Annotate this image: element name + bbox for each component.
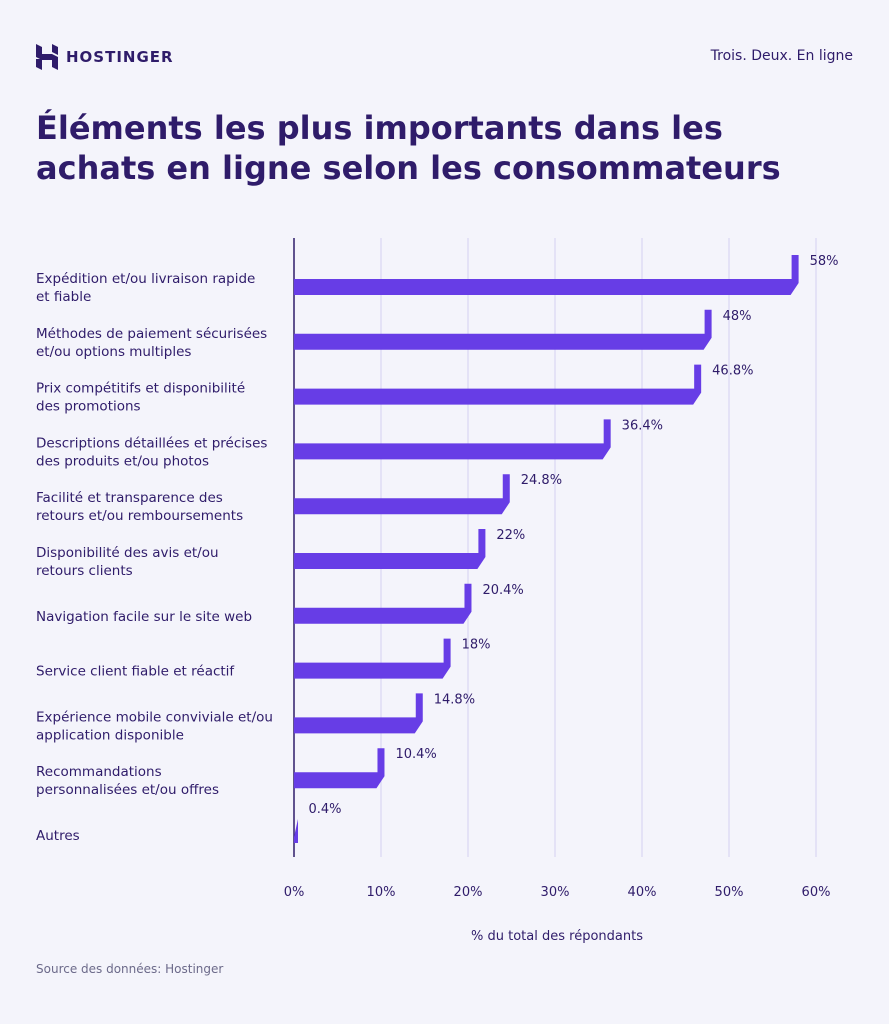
- category-label: Méthodes de paiement sécurisées: [36, 326, 267, 342]
- chart-title: Éléments les plus importants dans les ac…: [36, 109, 781, 187]
- header: HOSTINGER Trois. Deux. En ligne: [36, 44, 853, 74]
- x-axis-label: % du total des répondants: [471, 929, 643, 944]
- x-tick-label: 30%: [541, 885, 570, 900]
- brand-logo: HOSTINGER: [36, 44, 174, 70]
- x-tick-label: 20%: [454, 885, 483, 900]
- category-label: Expérience mobile conviviale et/ou: [36, 709, 273, 725]
- category-label: application disponible: [36, 727, 184, 743]
- category-label: Service client fiable et réactif: [36, 664, 235, 680]
- category-label: Prix compétitifs et disponibilité: [36, 381, 245, 397]
- bar: [294, 748, 385, 789]
- value-label: 18%: [462, 638, 491, 653]
- category-label: Recommandations: [36, 764, 162, 780]
- bar: [294, 529, 486, 569]
- category-label: Facilité et transparence des: [36, 490, 223, 506]
- category-label: Autres: [36, 828, 80, 844]
- bar: [294, 583, 472, 624]
- category-label: et/ou options multiples: [36, 344, 191, 360]
- category-label: retours et/ou remboursements: [36, 508, 243, 524]
- value-label: 0.4%: [308, 802, 341, 817]
- bar: [294, 419, 611, 460]
- bar: [294, 474, 510, 515]
- category-label: Disponibilité des avis et/ou: [36, 545, 219, 561]
- value-label: 46.8%: [712, 364, 753, 379]
- brand-name: HOSTINGER: [66, 48, 174, 66]
- category-label: personnalisées et/ou offres: [36, 782, 219, 798]
- x-tick-label: 10%: [367, 885, 396, 900]
- category-label: et fiable: [36, 289, 91, 305]
- value-label: 14.8%: [434, 692, 475, 707]
- category-label: Navigation facile sur le site web: [36, 609, 252, 625]
- category-label: Expédition et/ou livraison rapide: [36, 271, 255, 287]
- value-label: 48%: [723, 309, 752, 324]
- x-tick-label: 40%: [628, 885, 657, 900]
- bar: [294, 819, 298, 843]
- source-note: Source des données: Hostinger: [36, 962, 224, 976]
- bar: [294, 255, 799, 295]
- value-label: 20.4%: [482, 583, 523, 598]
- x-tick-label: 60%: [802, 885, 831, 900]
- bar: [294, 693, 423, 734]
- bar: [294, 309, 712, 350]
- value-label: 10.4%: [395, 747, 436, 762]
- x-tick-label: 50%: [715, 885, 744, 900]
- category-label: des produits et/ou photos: [36, 453, 209, 469]
- tagline: Trois. Deux. En ligne: [710, 48, 853, 64]
- category-label: des promotions: [36, 399, 141, 415]
- bar: [294, 638, 451, 679]
- value-label: 58%: [810, 254, 839, 269]
- category-label: Descriptions détaillées et précises: [36, 435, 267, 451]
- category-label: retours clients: [36, 563, 133, 579]
- x-tick-label: 0%: [284, 885, 305, 900]
- value-label: 36.4%: [622, 418, 663, 433]
- value-label: 22%: [496, 528, 525, 543]
- hostinger-h-logo-icon: [36, 44, 58, 70]
- bar: [294, 364, 702, 405]
- value-label: 24.8%: [521, 473, 562, 488]
